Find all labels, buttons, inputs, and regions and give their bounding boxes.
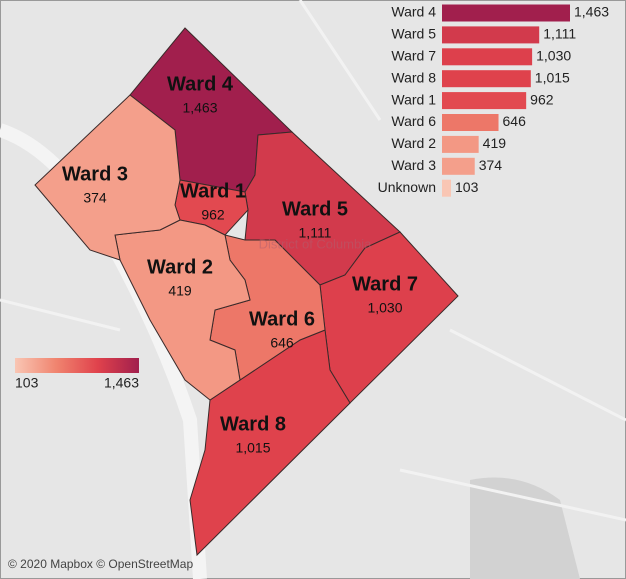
ward-value: 646 — [270, 335, 294, 351]
bar-category: Ward 6 — [391, 113, 436, 129]
bar — [442, 135, 479, 153]
bar-category: Ward 2 — [391, 135, 436, 151]
bar — [442, 26, 540, 44]
bar-category: Ward 8 — [391, 69, 436, 85]
ward-value: 1,030 — [367, 300, 402, 316]
bar-value: 419 — [483, 135, 507, 151]
bar — [442, 4, 570, 22]
bar-value: 1,030 — [536, 48, 571, 64]
bar — [442, 114, 499, 131]
bar — [442, 157, 475, 175]
watermark: District of Columbia — [259, 236, 372, 251]
bar-value: 962 — [530, 91, 554, 107]
bar-value: 1,111 — [543, 26, 576, 42]
bar-value: 1,015 — [535, 69, 570, 85]
ward-value: 1,111 — [299, 225, 332, 241]
ward-value: 1,015 — [235, 440, 270, 456]
ward-region — [34, 94, 181, 261]
bar-category: Ward 5 — [391, 26, 436, 42]
ward-name: Ward 3 — [62, 163, 128, 185]
color-legend: 103 1,463 — [15, 358, 139, 391]
bar-value: 374 — [479, 157, 503, 173]
ward-name: Ward 2 — [147, 256, 213, 278]
bar-value: 1,463 — [574, 4, 609, 20]
wards — [34, 27, 459, 557]
ward-region — [114, 219, 251, 401]
bar-category: Unknown — [378, 179, 436, 195]
ward-name: Ward 4 — [167, 73, 234, 95]
ward-value: 1,463 — [182, 100, 217, 116]
bar-chart: Ward 4 1,463 Ward 5 1,111 Ward 7 1,030 Ward 8 1… — [378, 4, 609, 197]
road — [0, 0, 626, 522]
bar — [442, 92, 527, 110]
bar-category: Ward 4 — [391, 4, 436, 20]
bar — [442, 179, 452, 197]
ward-name: Ward 7 — [352, 273, 418, 295]
bar — [442, 48, 533, 66]
bar-category: Ward 1 — [391, 91, 436, 107]
legend-bar — [15, 358, 139, 373]
ward-name: Ward 5 — [282, 198, 348, 220]
ward-labels: Ward 4 1,463 Ward 5 1,111 Ward 7 1,030 Ward 8 1… — [62, 73, 418, 455]
ward-name: Ward 8 — [220, 413, 286, 435]
ward-value: 962 — [201, 207, 225, 223]
ward-name: Ward 1 — [180, 180, 246, 202]
ward-value: 419 — [168, 283, 192, 299]
bar-category: Ward 7 — [391, 48, 436, 64]
attribution: © 2020 Mapbox © OpenStreetMap — [8, 557, 193, 571]
bar — [442, 70, 531, 88]
bar-value: 646 — [503, 113, 527, 129]
bar-category: Ward 3 — [391, 157, 436, 173]
bar-value: 103 — [455, 179, 479, 195]
ward-value: 374 — [83, 190, 107, 206]
legend-label: 1,463 — [104, 375, 139, 391]
ward-name: Ward 6 — [249, 308, 315, 330]
legend-label: 103 — [15, 375, 39, 391]
